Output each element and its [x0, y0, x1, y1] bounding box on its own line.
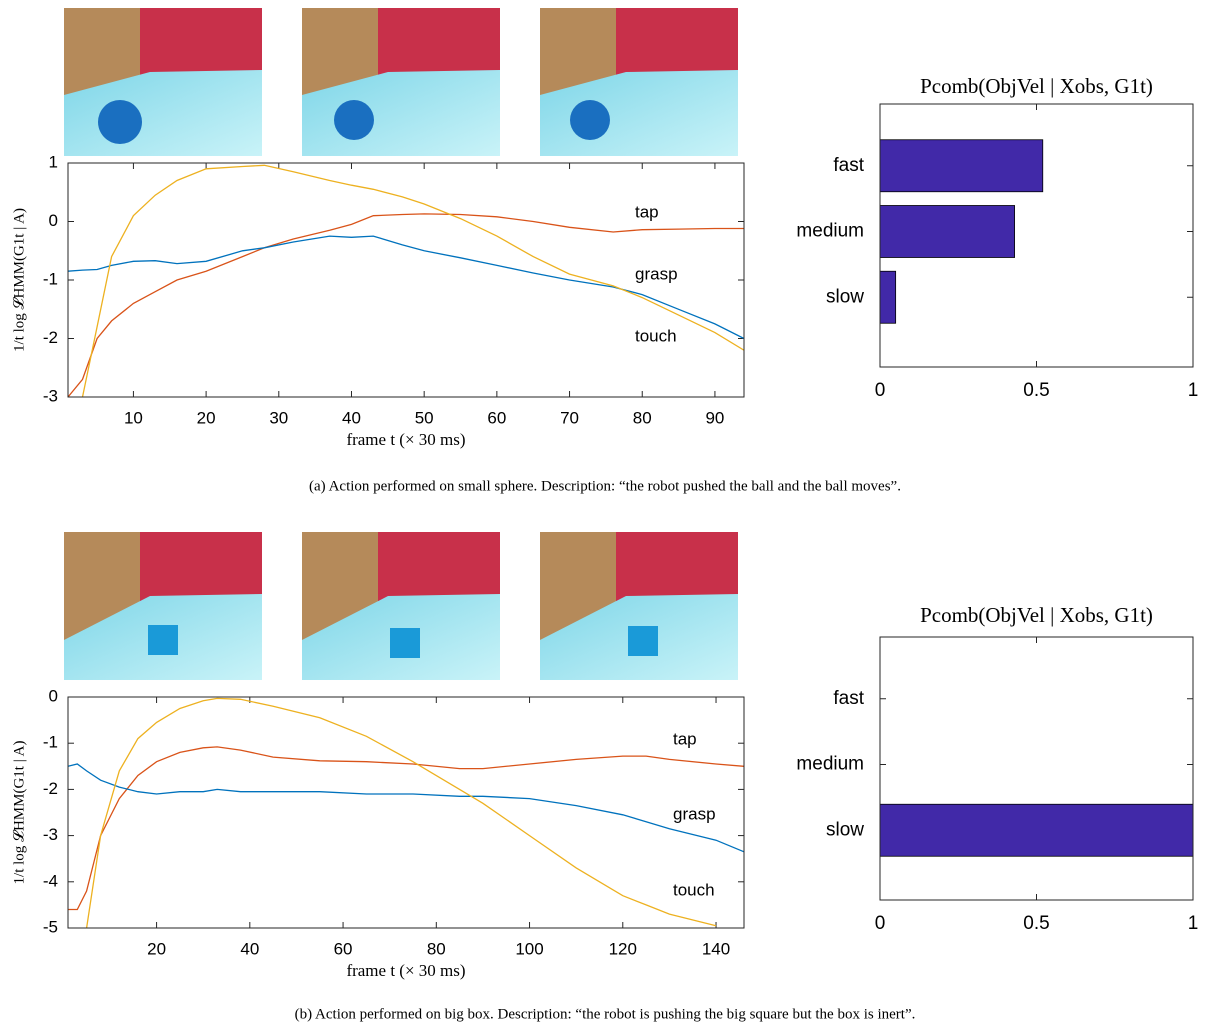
plot-frame — [67, 696, 745, 929]
y-tick-label: slow — [826, 286, 864, 307]
x-tick-label: 120 — [609, 939, 637, 958]
caption: (b) Action performed on big box. Descrip… — [295, 1006, 916, 1022]
y-tick-label: fast — [833, 688, 864, 709]
plot-frame — [879, 636, 1194, 901]
series-line — [68, 213, 744, 397]
y-tick-label: -4 — [43, 871, 58, 890]
photo — [540, 8, 738, 156]
series-label: tap — [635, 202, 659, 221]
series-label: touch — [673, 880, 715, 899]
photo — [540, 532, 738, 680]
y-tick-label: -1 — [43, 733, 58, 752]
y-tick-label: medium — [796, 754, 864, 775]
y-tick-label: 1 — [49, 152, 58, 171]
x-tick-label: 60 — [487, 408, 506, 427]
series-line — [68, 235, 744, 340]
series-label: touch — [635, 326, 677, 345]
y-tick-label: -2 — [43, 328, 58, 347]
y-tick-label: fast — [833, 155, 864, 176]
x-tick-label: 80 — [427, 939, 446, 958]
series-label: tap — [673, 729, 697, 748]
y-axis-label: 1/t log 𝓛HMM(G1t | A) — [11, 741, 27, 885]
y-tick-label: 0 — [49, 211, 58, 230]
x-tick-label: 40 — [240, 939, 259, 958]
x-tick-label: 0 — [875, 380, 886, 401]
x-tick-label: 50 — [415, 408, 434, 427]
chart-title: Pcomb(ObjVel | Xobs, G1t) — [920, 74, 1153, 98]
y-axis-label: 1/t log 𝓛HMM(G1t | A) — [11, 208, 27, 352]
x-tick-label: 90 — [705, 408, 724, 427]
caption: (a) Action performed on small sphere. De… — [309, 478, 901, 494]
series-label: grasp — [673, 804, 716, 823]
x-tick-label: 0.5 — [1023, 380, 1049, 401]
series-line — [85, 697, 717, 928]
y-tick-label: -3 — [43, 825, 58, 844]
x-tick-label: 20 — [147, 939, 166, 958]
photos — [64, 8, 738, 680]
plot-frame — [67, 162, 745, 398]
chart-title: Pcomb(ObjVel | Xobs, G1t) — [920, 603, 1153, 627]
series-label: grasp — [635, 264, 678, 283]
series-line — [68, 746, 744, 911]
bar — [879, 270, 897, 324]
y-tick-label: -2 — [43, 779, 58, 798]
x-tick-label: 30 — [269, 408, 288, 427]
bar — [879, 139, 1044, 193]
photo — [302, 532, 500, 680]
x-tick-label: 40 — [342, 408, 361, 427]
x-tick-label: 0 — [875, 913, 886, 934]
y-tick-label: medium — [796, 221, 864, 242]
plot-frame — [879, 103, 1194, 368]
x-tick-label: 1 — [1188, 913, 1199, 934]
photo — [64, 8, 262, 156]
photo — [64, 532, 262, 680]
series-line — [68, 763, 744, 853]
x-tick-label: 140 — [702, 939, 730, 958]
photo — [302, 8, 500, 156]
x-tick-label: 10 — [124, 408, 143, 427]
x-tick-label: 70 — [560, 408, 579, 427]
y-tick-label: -5 — [43, 917, 58, 936]
x-tick-label: 80 — [633, 408, 652, 427]
x-tick-label: 100 — [515, 939, 543, 958]
y-tick-label: 0 — [49, 686, 58, 705]
y-tick-label: slow — [826, 819, 864, 840]
x-tick-label: 60 — [334, 939, 353, 958]
y-tick-label: -3 — [43, 386, 58, 405]
bar — [879, 803, 1194, 857]
series-line — [81, 164, 744, 397]
x-tick-label: 1 — [1188, 380, 1199, 401]
bar — [879, 205, 1015, 258]
x-axis-label: frame t (× 30 ms) — [346, 430, 465, 449]
x-axis-label: frame t (× 30 ms) — [346, 961, 465, 980]
y-tick-label: -1 — [43, 269, 58, 288]
x-tick-label: 0.5 — [1023, 913, 1049, 934]
x-tick-label: 20 — [197, 408, 216, 427]
